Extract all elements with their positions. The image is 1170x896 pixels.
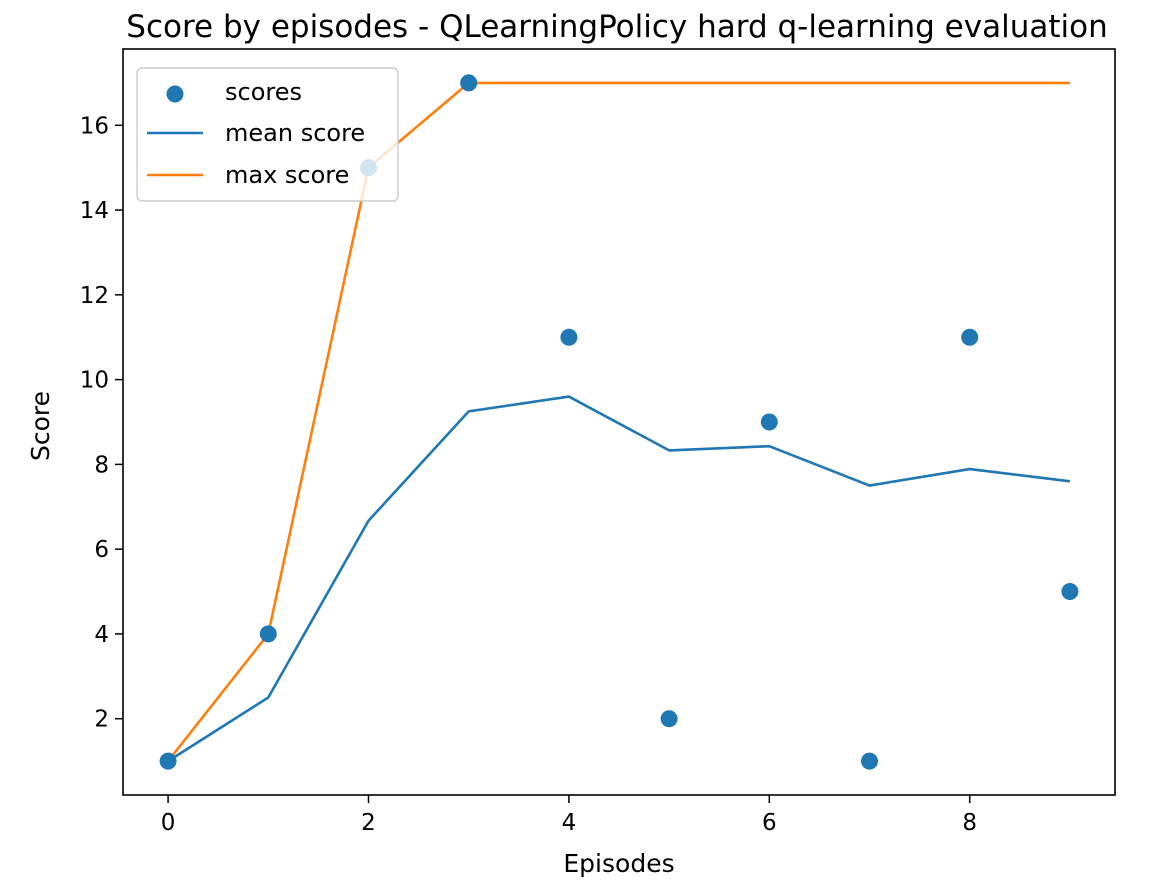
x-axis: 0 2 4 6 8 xyxy=(161,795,977,836)
x-tick-label: 8 xyxy=(962,810,977,836)
y-tick-label: 2 xyxy=(94,707,109,733)
y-tick-label: 16 xyxy=(80,113,109,139)
y-tick-label: 4 xyxy=(94,622,109,648)
legend-box xyxy=(136,67,399,202)
legend-label: scores xyxy=(225,78,302,106)
x-tick-label: 6 xyxy=(762,810,777,836)
legend: scores mean score max score xyxy=(136,67,399,202)
scatter-point xyxy=(660,710,678,728)
scatter-point xyxy=(159,752,177,770)
scatter-point xyxy=(560,328,578,346)
x-tick-label: 4 xyxy=(562,810,577,836)
y-tick-label: 14 xyxy=(80,198,109,224)
scatter-point xyxy=(259,625,277,643)
legend-label: mean score xyxy=(225,119,365,147)
legend-swatch-point xyxy=(166,85,184,103)
series-line-mean-score xyxy=(167,395,1071,763)
y-tick-label: 10 xyxy=(80,368,109,394)
lines-layer xyxy=(167,81,1071,763)
x-axis-label: Episodes xyxy=(563,849,674,878)
scatter-point xyxy=(760,413,778,431)
scatter-point xyxy=(961,328,979,346)
x-tick-label: 2 xyxy=(361,810,376,836)
chart-title: Score by episodes - QLearningPolicy hard… xyxy=(126,9,1107,45)
legend-label: max score xyxy=(225,161,349,189)
y-axis-label: Score xyxy=(26,391,55,461)
scatter-point xyxy=(861,752,879,770)
scatter-point xyxy=(460,74,478,92)
y-tick-label: 6 xyxy=(94,537,109,563)
y-tick-label: 12 xyxy=(80,283,109,309)
y-tick-label: 8 xyxy=(94,452,109,478)
scatter-point xyxy=(1061,583,1079,601)
series-line-max-score xyxy=(167,81,1070,762)
x-tick-label: 0 xyxy=(161,810,176,836)
y-axis: 2 4 6 8 10 12 14 16 xyxy=(80,113,123,733)
